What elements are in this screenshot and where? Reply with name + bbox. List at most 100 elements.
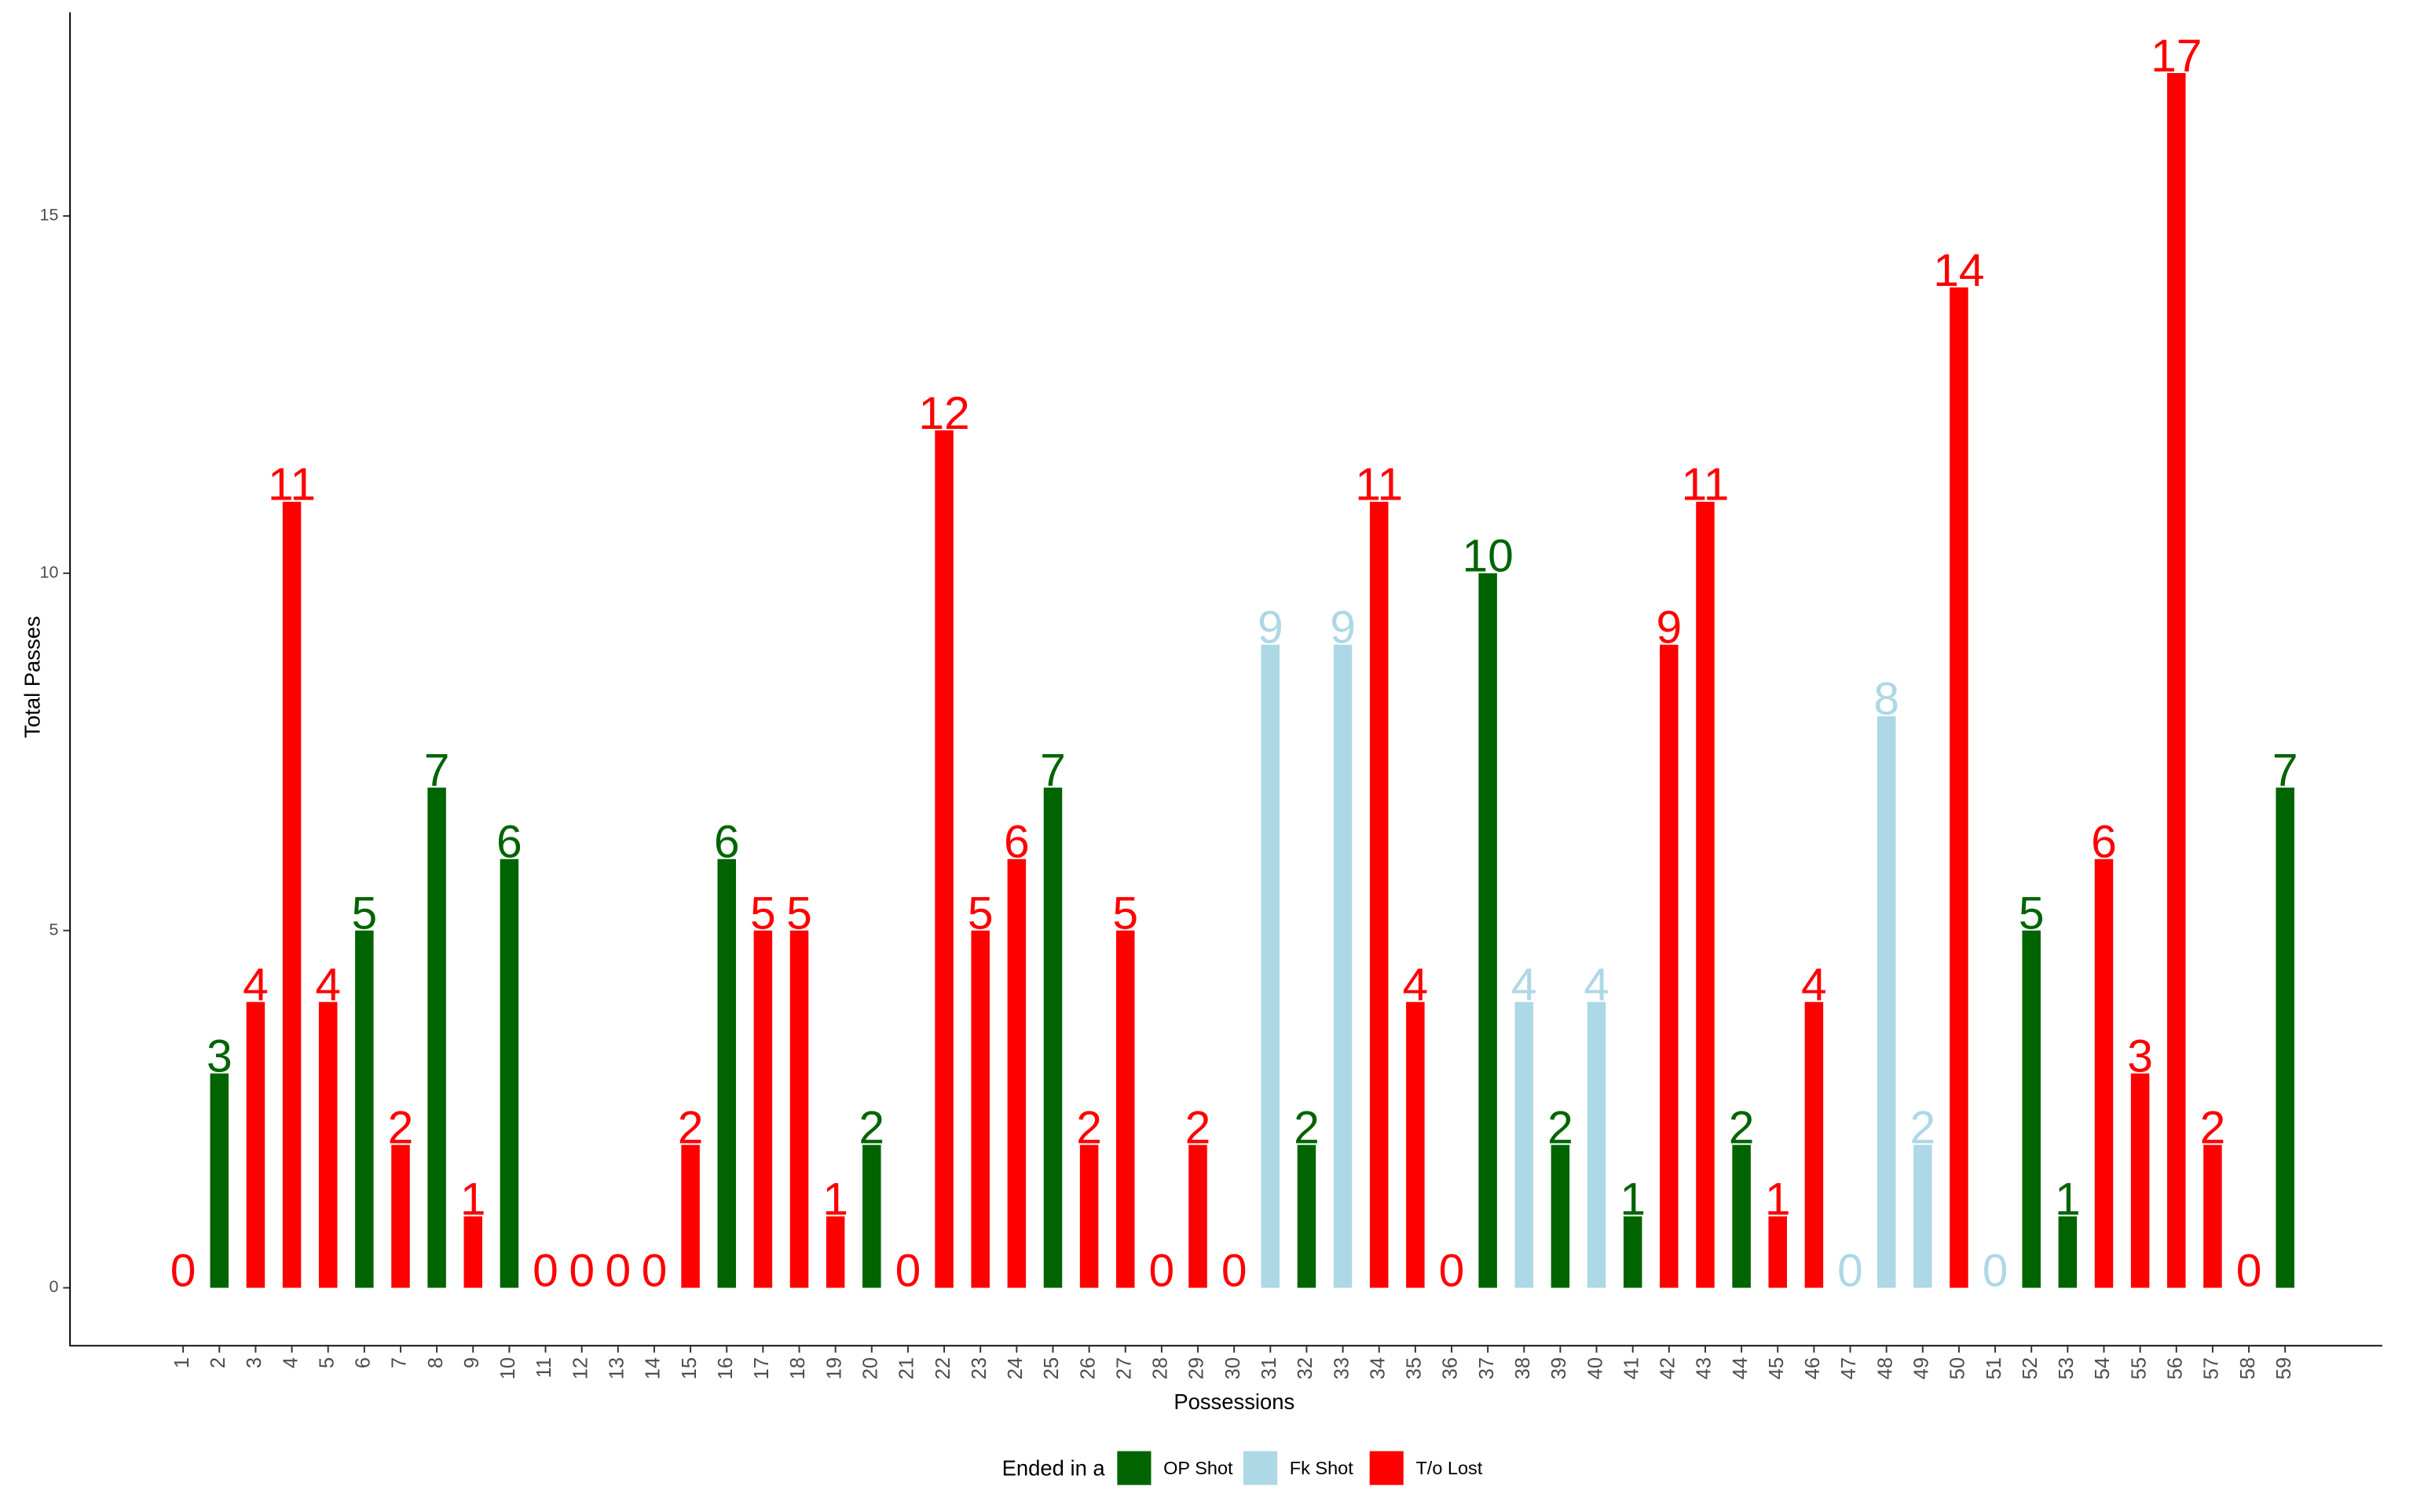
x-tick-label: 7 [389, 1357, 411, 1368]
bar [2022, 930, 2041, 1288]
x-axis-title: Possessions [1174, 1389, 1294, 1414]
data-label: 5 [750, 888, 776, 939]
bar [826, 1216, 845, 1288]
bar [1587, 1001, 1606, 1288]
bar [1913, 1144, 1932, 1288]
x-tick-label: 58 [2237, 1357, 2259, 1379]
x-tick-label: 12 [569, 1357, 591, 1379]
data-label: 8 [1873, 674, 1899, 725]
data-label: 4 [1511, 960, 1537, 1011]
x-tick-label: 13 [606, 1357, 628, 1379]
data-label: 2 [1729, 1102, 1755, 1153]
data-label: 2 [1076, 1102, 1102, 1153]
x-tick-label: 43 [1693, 1357, 1715, 1379]
data-label: 9 [1656, 602, 1682, 653]
data-label: 1 [822, 1173, 848, 1225]
data-label: 2 [388, 1102, 414, 1153]
data-label: 1 [460, 1173, 486, 1225]
data-label: 5 [2019, 888, 2045, 939]
bar [210, 1073, 229, 1288]
bar [1007, 859, 1027, 1288]
data-label: 1 [1765, 1173, 1791, 1225]
bar [1768, 1216, 1788, 1288]
bar [753, 930, 773, 1288]
x-tick-label: 32 [1294, 1357, 1316, 1379]
x-tick-label: 1 [171, 1357, 193, 1368]
bar [427, 787, 446, 1288]
legend-title: Ended in a [1002, 1455, 1106, 1480]
bar [1696, 501, 1715, 1288]
bar [2094, 859, 2114, 1288]
data-label: 12 [918, 388, 969, 439]
x-tick-label: 55 [2128, 1357, 2150, 1379]
y-tick-label: 5 [49, 919, 58, 939]
bar [463, 1216, 483, 1288]
data-label: 2 [2200, 1102, 2226, 1153]
data-label: 4 [1403, 960, 1429, 1011]
bar [1115, 930, 1135, 1288]
x-tick-label: 54 [2092, 1357, 2114, 1379]
x-tick-label: 20 [859, 1357, 881, 1379]
data-label: 2 [1185, 1102, 1211, 1153]
x-tick-label: 49 [1911, 1357, 1933, 1379]
data-label: 11 [1681, 459, 1729, 511]
x-tick-label: 52 [2019, 1357, 2041, 1379]
x-tick-label: 8 [425, 1357, 447, 1368]
x-tick-label: 56 [2164, 1357, 2186, 1379]
data-label: 5 [786, 888, 812, 939]
x-tick-label: 36 [1440, 1357, 1462, 1379]
x-tick-label: 2 [207, 1357, 229, 1368]
x-tick-label: 40 [1584, 1357, 1606, 1379]
data-label: 6 [1004, 817, 1030, 868]
data-label: 17 [2151, 31, 2202, 82]
data-label: 2 [678, 1102, 704, 1153]
data-label: 5 [1112, 888, 1138, 939]
bar [2167, 73, 2186, 1288]
bar [1043, 787, 1063, 1288]
data-label: 4 [315, 960, 341, 1011]
bar [789, 930, 809, 1288]
x-tick-label: 35 [1404, 1357, 1426, 1379]
x-tick-label: 17 [751, 1357, 773, 1379]
data-label: 0 [170, 1245, 196, 1296]
x-tick-label: 27 [1113, 1357, 1135, 1379]
x-tick-label: 57 [2201, 1357, 2223, 1379]
legend-key [1243, 1451, 1278, 1485]
bar [1261, 644, 1280, 1288]
bar [862, 1144, 881, 1288]
data-label: 0 [1837, 1245, 1863, 1296]
data-label: 6 [714, 817, 740, 868]
x-tick-label: 25 [1041, 1357, 1063, 1379]
data-label: 3 [207, 1031, 233, 1082]
data-label: 0 [605, 1245, 631, 1296]
y-axis-title: Total Passes [20, 616, 44, 738]
bar [2130, 1073, 2150, 1288]
data-label: 0 [1149, 1245, 1175, 1296]
data-label: 10 [1462, 531, 1513, 582]
x-tick-label: 22 [932, 1357, 954, 1379]
x-tick-label: 29 [1186, 1357, 1208, 1379]
bar [1297, 1144, 1316, 1288]
data-label: 0 [1439, 1245, 1465, 1296]
bar [1732, 1144, 1751, 1288]
x-tick-label: 39 [1548, 1357, 1570, 1379]
data-label: 7 [1040, 745, 1066, 796]
bar [1188, 1144, 1207, 1288]
data-label: 7 [424, 745, 450, 796]
data-label: 0 [1983, 1245, 2008, 1296]
data-label: 0 [569, 1245, 595, 1296]
legend-key [1117, 1451, 1152, 1485]
data-label: 11 [268, 459, 316, 511]
legend-label: OP Shot [1163, 1458, 1233, 1478]
x-tick-label: 3 [243, 1357, 265, 1368]
x-tick-label: 47 [1838, 1357, 1860, 1379]
x-tick-label: 14 [643, 1357, 665, 1379]
bar [1079, 1144, 1099, 1288]
bar [391, 1144, 410, 1288]
bar [355, 930, 374, 1288]
data-label: 0 [533, 1245, 558, 1296]
x-tick-label: 48 [1874, 1357, 1896, 1379]
data-label: 5 [351, 888, 377, 939]
